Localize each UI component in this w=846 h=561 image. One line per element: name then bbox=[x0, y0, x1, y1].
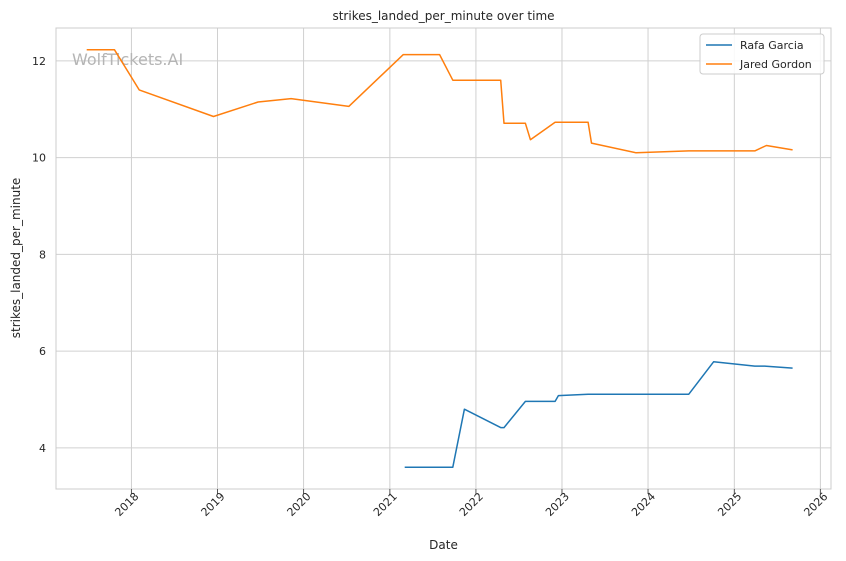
y-tick-label: 12 bbox=[32, 55, 46, 68]
chart-title: strikes_landed_per_minute over time bbox=[332, 9, 554, 23]
series-lines bbox=[86, 49, 793, 468]
x-tick-label: 2023 bbox=[543, 490, 572, 519]
y-axis-label: strikes_landed_per_minute bbox=[9, 178, 23, 339]
x-axis-label: Date bbox=[429, 538, 458, 552]
legend-entry: Jared Gordon bbox=[739, 58, 812, 71]
x-tick-label: 2019 bbox=[199, 490, 228, 519]
grid bbox=[56, 28, 831, 489]
y-tick-label: 10 bbox=[32, 152, 46, 165]
x-tick-label: 2021 bbox=[371, 490, 400, 519]
x-tick-label: 2026 bbox=[801, 490, 830, 519]
y-tick-label: 8 bbox=[39, 248, 46, 261]
y-tick-label: 6 bbox=[39, 345, 46, 358]
y-axis-ticks: 4 6 8 10 12 bbox=[32, 55, 46, 455]
x-tick-label: 2025 bbox=[715, 490, 744, 519]
x-tick-label: 2022 bbox=[457, 490, 486, 519]
y-tick-label: 4 bbox=[39, 442, 46, 455]
watermark: WolfTickets.AI bbox=[72, 50, 183, 69]
legend-entry: Rafa Garcia bbox=[740, 39, 804, 52]
x-tick-label: 2018 bbox=[112, 490, 141, 519]
legend: Rafa Garcia Jared Gordon bbox=[699, 33, 825, 75]
plot-frame bbox=[55, 27, 832, 490]
x-tick-label: 2020 bbox=[285, 490, 314, 519]
series-line-0 bbox=[404, 361, 793, 468]
x-tick-label: 2024 bbox=[629, 490, 658, 519]
series-line-1 bbox=[86, 49, 793, 154]
x-axis-ticks: 2018 2019 2020 2021 2022 2023 2024 2025 2026 bbox=[112, 489, 830, 519]
